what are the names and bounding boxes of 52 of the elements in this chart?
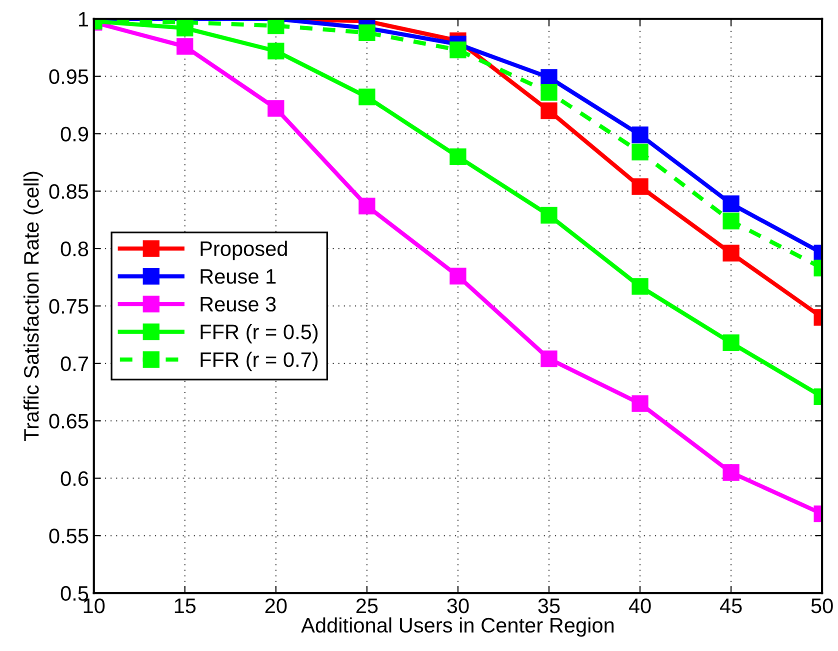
point [358, 24, 376, 41]
y-tick-label: 0.85 [49, 184, 88, 199]
y-tick-label: 0.7 [60, 356, 88, 372]
y-tick-label: 0.75 [49, 298, 88, 314]
y-tick-label: 0.8 [60, 242, 88, 256]
x-tick-label: 10 [84, 598, 105, 614]
x-tick-label: 30 [447, 598, 469, 614]
x-tick-label: 35 [538, 598, 560, 614]
legend-label: FFR (r = 0.7) [200, 352, 318, 372]
point [450, 148, 466, 166]
x-tick-label: 20 [265, 598, 287, 614]
point [722, 334, 740, 352]
point [722, 195, 740, 212]
y-axis-title: Traffic Satisfaction Rate (cell) [23, 172, 43, 441]
x-tick-label: 50 [811, 598, 833, 614]
legend-label: FFR (r = 0.5) [200, 324, 318, 344]
y-tick-label: 0.9 [60, 126, 88, 142]
point [450, 268, 466, 284]
point [450, 42, 466, 58]
y-tick-label: 0.95 [49, 69, 88, 84]
x-tick-label: 40 [628, 598, 651, 614]
point [632, 178, 648, 195]
point [632, 144, 648, 160]
point [176, 38, 194, 55]
point [358, 88, 376, 106]
point [722, 244, 740, 262]
x-tick-label: 45 [720, 598, 742, 614]
point [540, 84, 558, 101]
point [632, 395, 648, 412]
legend-label: Reuse 3 [200, 296, 276, 312]
point [722, 212, 740, 230]
y-tick-label: 0.55 [49, 528, 88, 544]
y-tick-label: 1 [79, 12, 88, 26]
point [540, 102, 558, 120]
y-tick-label: 0.5 [60, 586, 88, 601]
point [722, 464, 740, 481]
x-tick-label: 25 [356, 598, 378, 614]
legend-label: Reuse 1 [200, 269, 276, 284]
point [268, 42, 284, 60]
point [540, 69, 558, 86]
point [268, 18, 284, 34]
point [540, 206, 558, 224]
point [268, 100, 284, 117]
x-tick-label: 15 [174, 598, 196, 614]
point [632, 126, 648, 144]
point [540, 350, 558, 368]
point [632, 278, 648, 295]
y-tick-label: 0.65 [49, 414, 88, 429]
x-axis-title: Additional Users in Center Region [301, 617, 614, 637]
y-tick-label: 0.6 [60, 471, 88, 486]
legend-label: Proposed [200, 240, 287, 260]
point [358, 198, 376, 214]
